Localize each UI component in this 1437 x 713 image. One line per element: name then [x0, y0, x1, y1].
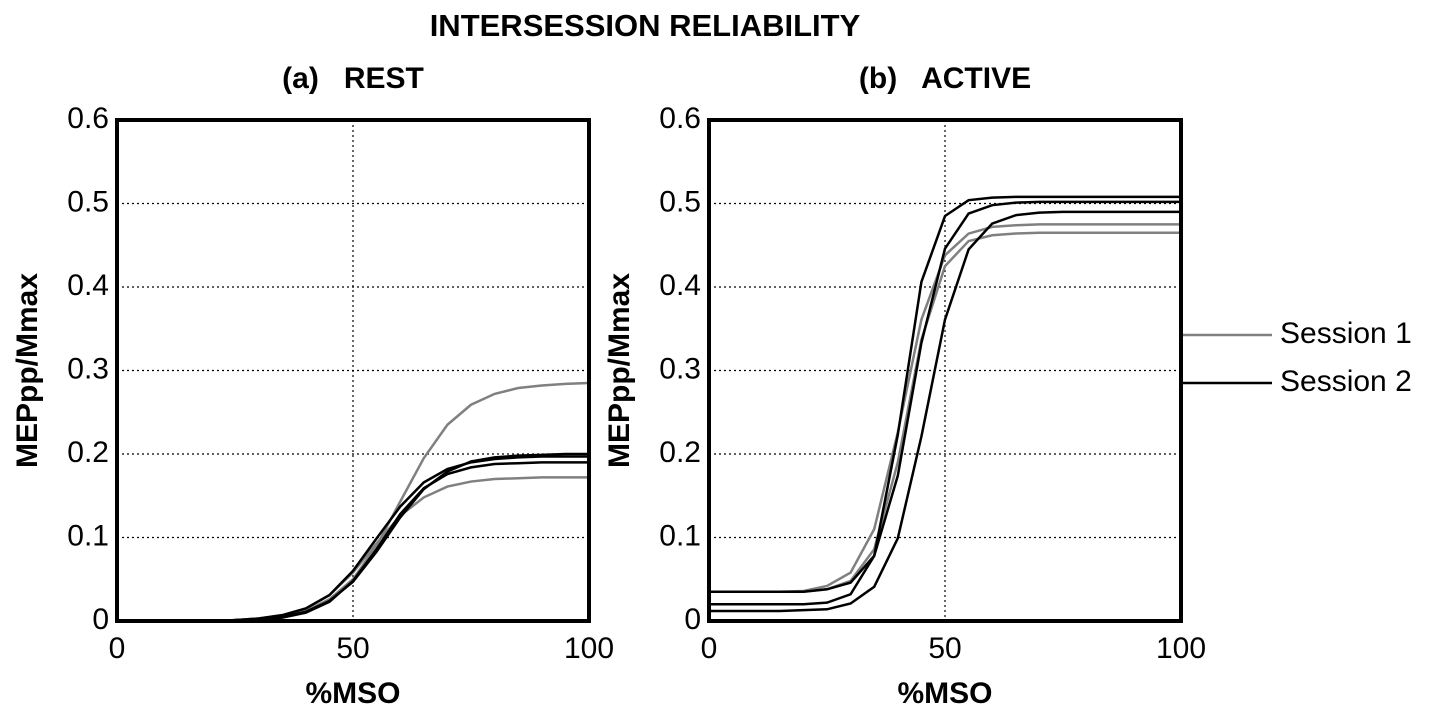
- x-tick-label: 50: [928, 632, 961, 665]
- x-axis-label: %MSO: [897, 677, 992, 710]
- y-tick-label: 0.1: [67, 519, 109, 552]
- x-tick-label: 50: [336, 632, 369, 665]
- y-tick-label: 0.4: [67, 269, 109, 302]
- curve: [709, 200, 1181, 594]
- y-tick-label: 0: [684, 603, 701, 636]
- y-tick-label: 0.6: [659, 102, 701, 135]
- y-tick-label: 0.3: [659, 352, 701, 385]
- x-tick-label: 0: [109, 632, 126, 665]
- panel-title: (a) REST: [282, 62, 424, 95]
- curve: [117, 476, 589, 623]
- y-axis-label: MEPpp/Mmax: [11, 273, 44, 468]
- y-tick-label: 0.3: [67, 352, 109, 385]
- legend-label: Session 2: [1280, 365, 1412, 398]
- y-tick-label: 0.2: [67, 436, 109, 469]
- y-tick-label: 0.2: [659, 436, 701, 469]
- axes-box: [115, 118, 591, 623]
- x-axis-label: %MSO: [305, 677, 400, 710]
- x-tick-label: 100: [564, 632, 614, 665]
- y-tick-label: 0: [92, 603, 109, 636]
- curve: [709, 210, 1181, 613]
- y-tick-label: 0.5: [659, 185, 701, 218]
- y-tick-label: 0.5: [67, 185, 109, 218]
- x-tick-label: 100: [1156, 632, 1206, 665]
- y-tick-label: 0.6: [67, 102, 109, 135]
- panel-title: (b) ACTIVE: [859, 62, 1031, 95]
- legend-label: Session 1: [1280, 317, 1412, 350]
- axes-box: [707, 118, 1183, 623]
- y-tick-label: 0.1: [659, 519, 701, 552]
- y-tick-label: 0.4: [659, 269, 701, 302]
- x-tick-label: 0: [701, 632, 718, 665]
- curve: [709, 195, 1181, 606]
- y-axis-label: MEPpp/Mmax: [603, 273, 636, 468]
- figure-title: INTERSESSION RELIABILITY: [430, 8, 861, 43]
